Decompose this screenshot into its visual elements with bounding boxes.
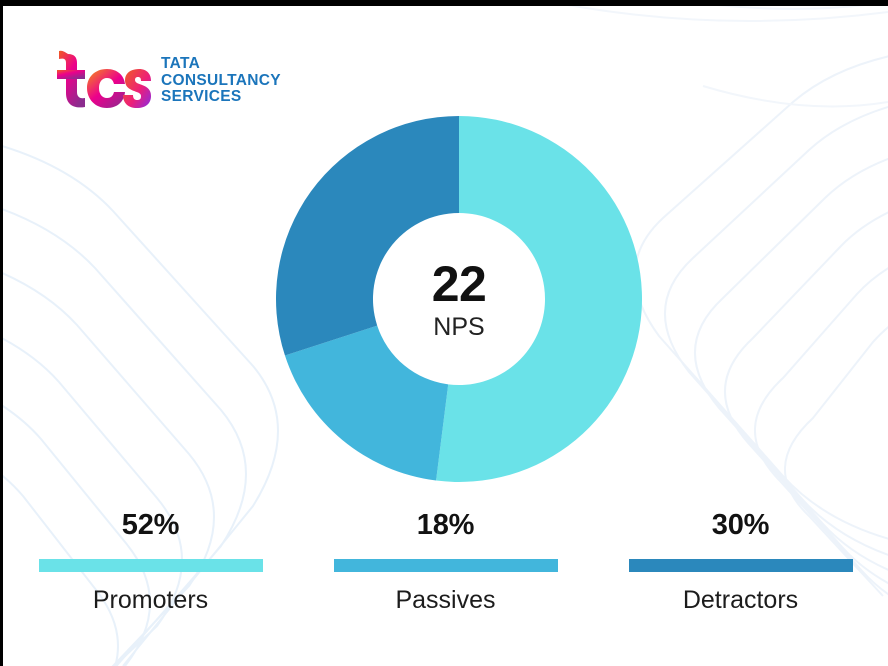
logo-line-services: SERVICES <box>161 88 242 106</box>
legend-percent: 18% <box>416 509 475 541</box>
legend-percent: 52% <box>121 509 180 541</box>
tcs-logo: TATA CONSULTANCY SERVICES <box>55 50 281 112</box>
legend-percent: 30% <box>711 509 770 541</box>
tcs-logo-wordmark: TATA CONSULTANCY SERVICES <box>161 55 281 106</box>
legend-color-bar-passives <box>333 559 558 572</box>
legend: 52% Promoters 18% Passives 30% Detractor… <box>3 511 888 651</box>
legend-label: Passives <box>395 586 496 614</box>
legend-label: Promoters <box>92 586 209 614</box>
donut-segments <box>276 116 643 483</box>
donut-segment-detractors[interactable] <box>276 116 459 356</box>
legend-item-passives[interactable]: 18% Passives <box>298 511 593 651</box>
logo-line-tata: TATA <box>161 55 201 73</box>
tcs-logo-mark <box>57 50 151 108</box>
logo-line-consultancy: CONSULTANCY <box>161 71 281 89</box>
legend-color-bar-detractors <box>628 559 853 572</box>
legend-item-detractors[interactable]: 30% Detractors <box>593 511 888 651</box>
donut-segment-promoters[interactable] <box>436 116 643 483</box>
slide-card: TATA CONSULTANCY SERVICES 22 NPS 52% Pro… <box>3 6 888 666</box>
nps-donut-chart: 22 NPS <box>273 113 645 485</box>
donut-segment-passives[interactable] <box>284 325 449 481</box>
legend-item-promoters[interactable]: 52% Promoters <box>3 511 298 651</box>
legend-color-bar-promoters <box>38 559 263 572</box>
legend-label: Detractors <box>682 586 799 614</box>
